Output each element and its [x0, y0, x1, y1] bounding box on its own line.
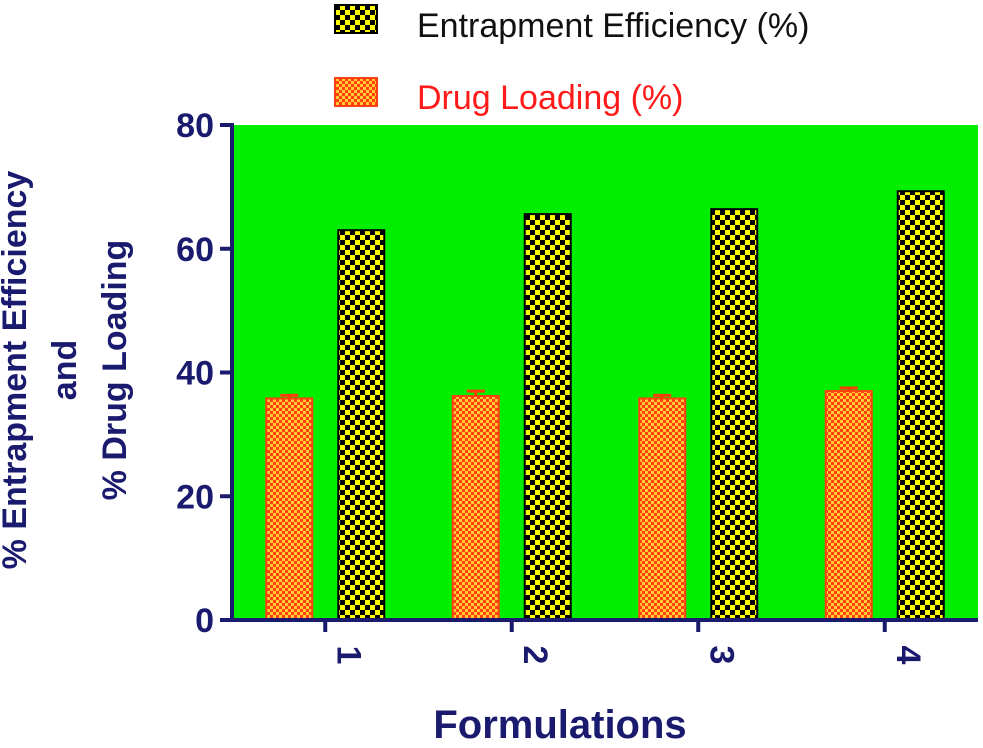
y-tick-label: 20 [176, 478, 214, 516]
x-tick-label: 1 [329, 646, 367, 665]
x-axis-title: Formulations [433, 703, 686, 747]
bar-entrapment-2 [523, 213, 572, 621]
legend-swatch-drug-loading [334, 77, 378, 107]
y-tick-label: 0 [195, 602, 214, 640]
y-axis-title: % Entrapment Efficiency and % Drug Loadi… [0, 171, 134, 570]
y-axis-title-line-2: and [46, 340, 84, 400]
y-axis-ticks: 0 20 40 60 80 [176, 107, 232, 640]
y-tick-label: 80 [176, 107, 214, 145]
bars-layer [265, 190, 945, 622]
legend-label-drug-loading: Drug Loading (%) [417, 79, 683, 117]
bar-entrapment-3 [710, 208, 759, 621]
bar-drug-loading-3 [638, 397, 687, 621]
bar-drug-loading-4 [824, 390, 873, 621]
y-tick-label: 60 [176, 231, 214, 269]
y-tick-label: 40 [176, 355, 214, 393]
bar-drug-loading-1 [265, 397, 314, 621]
y-axis-title-line-3: % Drug Loading [96, 240, 134, 501]
x-tick-label: 4 [889, 646, 927, 665]
bar-entrapment-4 [896, 190, 945, 622]
x-tick-label: 3 [702, 646, 740, 665]
bar-drug-loading-2 [451, 395, 500, 622]
legend-swatch-entrapment [334, 4, 378, 34]
bar-entrapment-1 [337, 229, 386, 621]
x-tick-label: 2 [516, 646, 554, 665]
y-axis-title-line-1: % Entrapment Efficiency [0, 171, 34, 570]
legend-label-entrapment: Entrapment Efficiency (%) [417, 7, 809, 45]
x-axis-ticks: 1 2 3 4 [323, 620, 927, 665]
legend: Entrapment Efficiency (%) Drug Loading (… [334, 4, 809, 117]
